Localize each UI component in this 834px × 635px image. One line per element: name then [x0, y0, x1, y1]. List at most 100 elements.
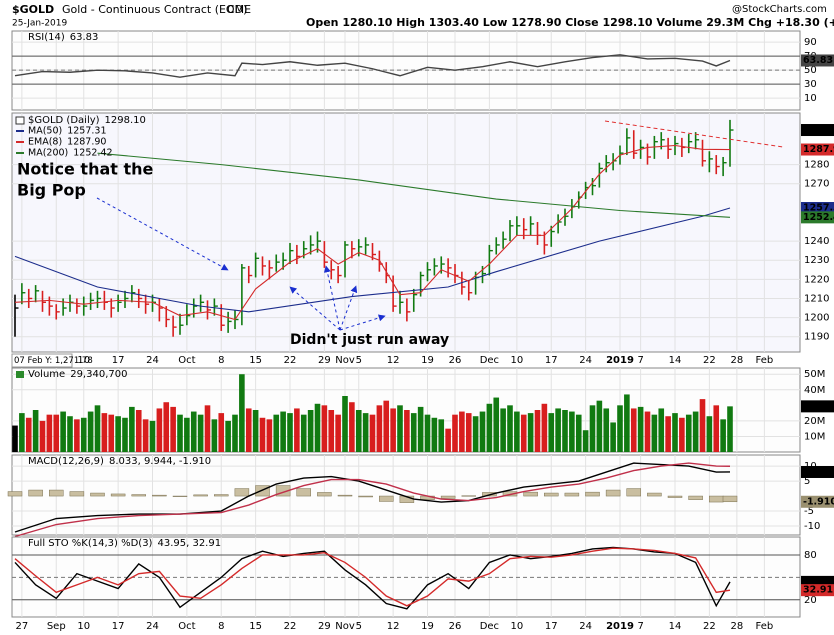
volume-bar	[603, 408, 610, 452]
annotation: Big Pop	[17, 181, 86, 200]
volume-bar	[46, 414, 53, 452]
y-tick-label: 80	[804, 550, 817, 561]
histogram-bar	[502, 491, 518, 497]
value-box-label: 63.83	[803, 55, 833, 66]
volume-bar	[431, 417, 438, 452]
y-tick-label: -5	[804, 506, 814, 517]
volume-bar	[637, 406, 644, 452]
histogram-bar	[585, 491, 600, 497]
value-box	[801, 143, 834, 156]
volume-bar	[651, 414, 658, 452]
volume-bar	[630, 408, 637, 452]
volume-bar	[569, 411, 575, 452]
volume-bar	[355, 410, 362, 452]
x-tick-label: 5	[356, 621, 362, 632]
volume-bar	[685, 414, 692, 452]
volume-bar	[135, 410, 142, 452]
volume-bar	[383, 400, 390, 452]
volume-bar	[184, 417, 190, 452]
y-tick-label: 5	[804, 476, 810, 487]
volume-bar	[170, 406, 176, 452]
histogram-bar	[358, 495, 373, 498]
volume-bar	[486, 403, 493, 452]
volume-bar	[204, 405, 211, 452]
volume-bar	[465, 413, 472, 452]
legend-value: 1257.31	[67, 126, 106, 137]
histogram-bar	[69, 491, 85, 497]
volume-bar	[149, 420, 156, 452]
volume-bar	[39, 420, 46, 452]
x-tick-label: 29	[318, 621, 331, 632]
volume-bar	[520, 414, 527, 452]
volume-bar	[417, 406, 424, 452]
volume-bar	[500, 408, 506, 452]
value-box-label: 29340	[803, 401, 834, 412]
volume-bar	[582, 430, 589, 452]
x-tick-label: Feb	[756, 355, 774, 366]
volume-bar	[87, 411, 94, 452]
symbol: $GOLD	[12, 3, 54, 16]
histogram-bar	[214, 494, 229, 497]
volume-bar	[163, 402, 170, 452]
y-tick-label: 50M	[804, 369, 825, 380]
x-tick-label: Dec	[480, 621, 499, 632]
volume-bar	[479, 411, 486, 452]
x-tick-label: Feb	[756, 621, 774, 632]
x-tick-label: 12	[387, 355, 400, 366]
volume-bar	[190, 411, 197, 452]
volume-bar	[294, 408, 300, 452]
x-tick-label: 12	[387, 621, 400, 632]
volume-bar	[658, 408, 665, 452]
volume-bar	[624, 394, 630, 452]
volume-bar	[397, 405, 403, 452]
panel-title: Volume	[28, 369, 65, 380]
histogram-bar	[7, 491, 23, 497]
panel-title-value: 1298.10	[105, 115, 146, 126]
y-tick-label: 20	[804, 595, 817, 606]
histogram-bar	[461, 495, 476, 497]
legend-value: 1287.90	[67, 137, 106, 148]
volume-bar	[156, 408, 163, 452]
histogram-bar	[193, 494, 208, 497]
x-tick-label: 10	[77, 355, 90, 366]
volume-bar	[218, 413, 225, 452]
volume-bar	[239, 374, 245, 452]
volume-bar	[80, 417, 87, 452]
y-tick-label: 1200	[804, 313, 829, 324]
arrow	[289, 286, 341, 331]
volume-bar	[410, 413, 417, 452]
x-tick-label: 24	[579, 621, 592, 632]
histogram-bar	[152, 494, 167, 497]
volume-bar	[142, 419, 149, 452]
value-box-label: 1257.3	[803, 203, 834, 214]
panel-title-value: 8.033, 9.944, -1.910	[109, 456, 211, 467]
volume-bar	[129, 406, 135, 452]
quote: Open 1280.10 High 1303.40 Low 1278.90 Cl…	[306, 16, 834, 29]
histogram-bar	[523, 491, 538, 497]
volume-bar	[287, 413, 293, 452]
series-line	[14, 144, 731, 321]
x-tick-label: 2019	[606, 355, 634, 366]
volume-bar	[342, 396, 348, 452]
volume-bar	[307, 410, 314, 452]
volume-bar	[706, 416, 713, 452]
y-tick-label: 1270	[804, 179, 829, 190]
volume-bar	[692, 411, 699, 452]
volume-bar	[679, 417, 685, 452]
histogram-bar	[605, 489, 621, 497]
x-tick-label: 28	[731, 355, 744, 366]
volume-bar	[376, 405, 383, 452]
histogram-bar	[722, 495, 738, 503]
volume-bar	[472, 416, 479, 452]
volume-bar	[349, 402, 355, 452]
y-tick-label: 1190	[804, 332, 829, 343]
volume-bar	[335, 414, 341, 452]
volume-bar	[328, 410, 335, 452]
histogram-bar	[440, 495, 456, 499]
volume-bar	[197, 414, 204, 452]
arrow	[339, 314, 386, 331]
panel-title: RSI(14)	[28, 32, 65, 43]
legend-name: MA(50)	[28, 126, 62, 137]
volume-bar	[589, 405, 596, 452]
volume-bar	[527, 413, 534, 452]
